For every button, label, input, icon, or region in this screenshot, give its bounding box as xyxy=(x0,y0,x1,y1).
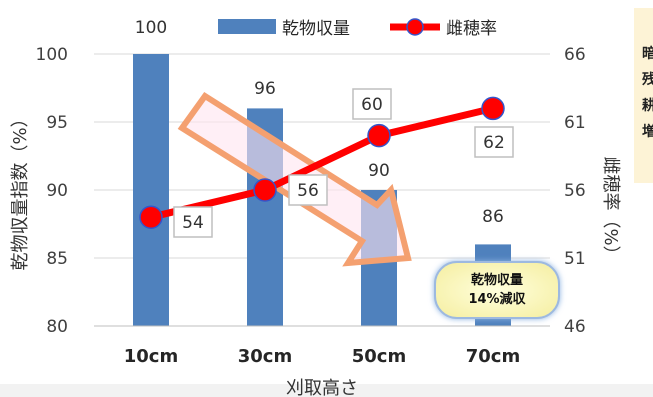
y-right-tick-label: 61 xyxy=(564,113,586,133)
bar-value-label: 90 xyxy=(368,161,390,181)
side-note-char: 耕 xyxy=(642,97,653,114)
series-line xyxy=(150,104,494,221)
x-tick-label: 50cm xyxy=(352,346,406,367)
line-point xyxy=(139,205,163,229)
x-tick-label: 10cm xyxy=(124,346,178,367)
bar-value-label: 86 xyxy=(482,207,504,227)
line-point xyxy=(253,178,277,202)
side-note-panel xyxy=(634,8,653,183)
line-point xyxy=(481,96,505,121)
line-value-label: 62 xyxy=(483,133,505,153)
side-note-char: 増 xyxy=(642,123,653,140)
y-tick-label: 100 xyxy=(36,45,68,65)
side-note-char: 残 xyxy=(642,71,653,88)
bar xyxy=(133,54,169,326)
x-axis-title: 刈取高さ xyxy=(286,378,358,397)
y-tick-label: 85 xyxy=(46,249,68,269)
y-tick-label: 95 xyxy=(46,113,68,133)
data-labels: 100 96 90 86 54 56 60 62 xyxy=(135,18,514,238)
line-series xyxy=(139,96,505,229)
x-tick-label: 70cm xyxy=(466,346,520,367)
legend: 乾物収量 雌穂率 xyxy=(218,18,497,39)
y-right-tick-label: 46 xyxy=(564,317,586,337)
x-tick-label: 30cm xyxy=(238,346,292,367)
y-tick-label: 80 xyxy=(46,317,68,337)
bar-value-label: 100 xyxy=(135,18,167,38)
legend-label-line: 雌穂率 xyxy=(446,19,497,39)
y-axis-title: 乾物収量指数（%） xyxy=(10,109,31,270)
line-value-label: 60 xyxy=(361,95,383,115)
line-value-box xyxy=(288,174,328,206)
callout-text: 14%減収 xyxy=(468,291,526,307)
y-right-axis-title: 雌穂率（%） xyxy=(600,156,621,263)
y-right-tick-label: 66 xyxy=(564,45,586,65)
callout-bubble xyxy=(434,261,560,319)
y-tick-label: 90 xyxy=(46,181,68,201)
side-note-char: 暗 xyxy=(642,45,653,62)
line-point xyxy=(367,123,391,148)
callout-text: 乾物収量 xyxy=(471,272,523,288)
legend-label-bar: 乾物収量 xyxy=(282,19,350,39)
line-value-label: 54 xyxy=(182,213,204,233)
line-value-box xyxy=(474,126,514,158)
legend-swatch-bar xyxy=(218,19,276,34)
y-right-tick-label: 51 xyxy=(564,249,586,269)
callout: 乾物収量 14%減収 xyxy=(434,261,560,319)
bottom-strip xyxy=(0,384,653,397)
line-value-box xyxy=(352,88,392,120)
y-right-tick-label: 56 xyxy=(564,181,586,201)
line-value-label: 56 xyxy=(297,181,319,201)
line-value-box xyxy=(173,206,213,238)
bar-value-label: 96 xyxy=(254,79,276,99)
legend-swatch-marker xyxy=(406,18,424,36)
axes: 80 85 90 95 100 46 51 56 61 66 10cm 30cm 50cm 70cm 刈取高… xyxy=(10,45,621,397)
